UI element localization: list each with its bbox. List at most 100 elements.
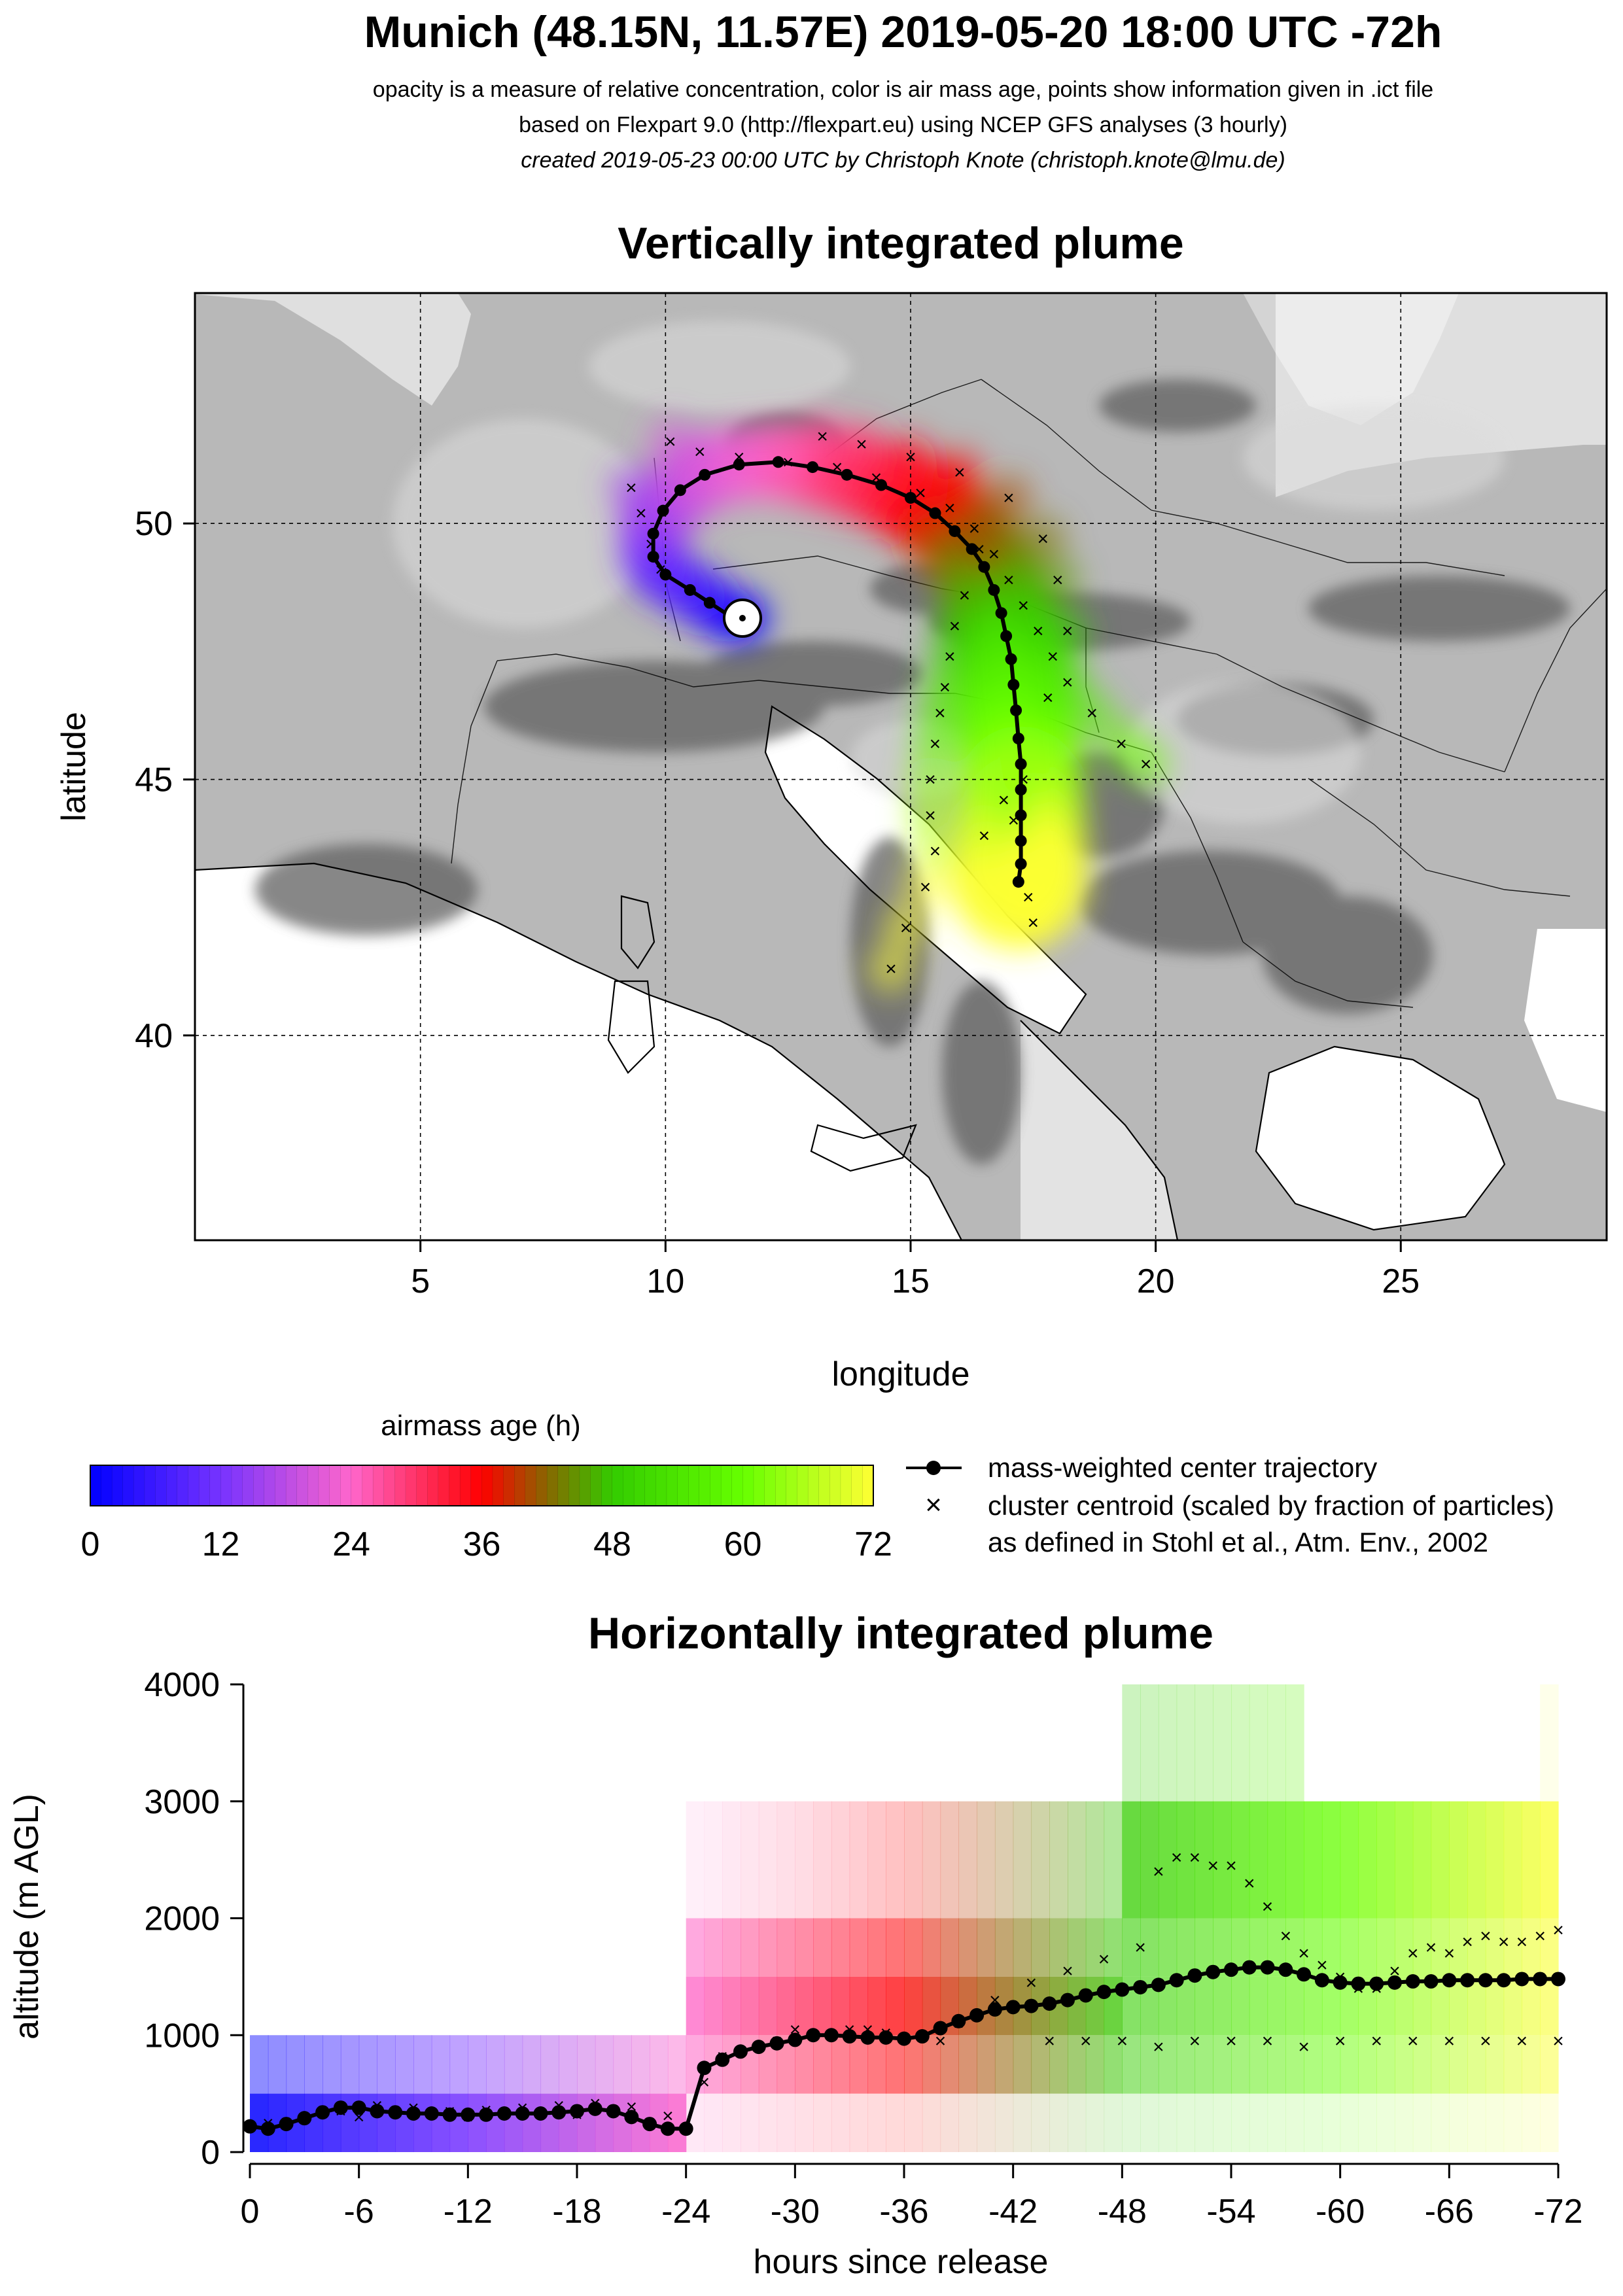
profile-center-point [933, 2021, 948, 2036]
colorbar-cell [340, 1465, 352, 1506]
profile-cell [650, 2035, 669, 2094]
legend: mass-weighted center trajectory × cluste… [906, 1452, 1554, 1557]
profile-cluster-marker: × [1153, 1861, 1164, 1883]
profile-cell [704, 1976, 723, 2036]
profile-cell [1231, 1684, 1250, 1801]
profile-center-point [1151, 1977, 1166, 1992]
profile-cell [449, 2035, 468, 2094]
plume-blob [1043, 607, 1091, 655]
profile-cell [1503, 1801, 1523, 1919]
x-tick-label: 15 [892, 1262, 930, 1300]
colorbar-cell [536, 1465, 548, 1506]
profile-cell [831, 2035, 850, 2094]
center-trajectory-point [699, 468, 711, 481]
colorbar-cell [764, 1465, 776, 1506]
map-plot-area [195, 293, 1607, 1240]
profile-y-tick-label: 4000 [144, 1666, 220, 1704]
colorbar-cell [362, 1465, 374, 1506]
profile-center-point [806, 2028, 821, 2043]
cluster-centroid-marker: × [856, 434, 867, 455]
center-trajectory-point [772, 456, 784, 468]
colorbar-cell [329, 1465, 341, 1506]
profile-cell [1031, 1918, 1050, 1977]
profile-cell [1522, 1801, 1541, 1919]
profile-cluster-marker: × [1117, 2030, 1128, 2052]
profile-cell [304, 2035, 323, 2094]
colorbar-cell [253, 1465, 265, 1506]
colorbar-cell [275, 1465, 287, 1506]
profile-cell [1085, 2035, 1105, 2094]
profile-cell [813, 1918, 832, 1977]
profile-cell [886, 2093, 905, 2152]
plume-blob [906, 791, 954, 839]
profile-cell [559, 2093, 578, 2152]
profile-cell [1122, 1801, 1141, 1919]
profile-cell [1412, 2035, 1432, 2094]
colorbar-cell [406, 1465, 417, 1506]
profile-cell [413, 2093, 432, 2152]
center-trajectory-point [1015, 809, 1027, 822]
profile-center-point [897, 2031, 911, 2046]
profile-cell [958, 1801, 977, 1919]
profile-cell [1158, 2035, 1178, 2094]
colorbar-cell [525, 1465, 537, 1506]
legend-cross-icon: × [925, 1489, 942, 1521]
profile-cell [1068, 1801, 1087, 1919]
profile-cell [1176, 1801, 1196, 1919]
cluster-centroid-marker: × [816, 426, 828, 447]
profile-cluster-marker: × [1498, 1931, 1510, 1953]
profile-cell [1267, 1801, 1286, 1919]
profile-cluster-marker: × [1280, 1925, 1292, 1947]
cluster-centroid-marker: × [1042, 687, 1054, 708]
profile-cell [1195, 1684, 1213, 1801]
center-trajectory-point [1015, 858, 1027, 870]
profile-cluster-marker: × [1516, 1931, 1528, 1953]
profile-cell [268, 2035, 287, 2094]
profile-x-tick-label: -42 [988, 2193, 1038, 2231]
profile-cell [686, 1976, 705, 2036]
subtitle-line-2: based on Flexpart 9.0 (http://flexpart.e… [519, 113, 1287, 137]
profile-cell [1031, 2093, 1050, 2152]
profile-x-tick-label: -72 [1533, 2193, 1582, 2231]
colorbar-cell [655, 1465, 667, 1506]
profile-cell [1321, 1918, 1341, 1977]
profile-cell [1013, 1801, 1032, 1919]
profile-cell [1176, 2035, 1196, 2094]
plume-blob [985, 474, 1032, 522]
cluster-centroid-marker: × [1062, 672, 1073, 693]
profile-cell [1140, 2035, 1159, 2094]
colorbar-cell [601, 1465, 613, 1506]
profile-center-point [1442, 1973, 1457, 1988]
profile-cluster-marker: × [1244, 1873, 1255, 1894]
cluster-centroid-marker: × [1038, 529, 1049, 550]
center-trajectory-point [1012, 876, 1024, 888]
profile-cell [1376, 1918, 1395, 1977]
profile-cell [413, 2035, 432, 2094]
colorbar-cell [623, 1465, 635, 1506]
profile-center-point [333, 2100, 348, 2115]
colorbar-cell [808, 1465, 820, 1506]
colorbar-cell [590, 1465, 602, 1506]
profile-cell [922, 2035, 941, 2094]
cluster-centroid-marker: × [1003, 487, 1015, 509]
profile-cluster-marker: × [1080, 2030, 1092, 2052]
profile-cell [1068, 2035, 1087, 2094]
profile-cluster-marker: × [1043, 2030, 1055, 2052]
profile-cluster-marker: × [1552, 1919, 1564, 1941]
colorbar-cell [166, 1465, 178, 1506]
colorbar-tick-label: 24 [332, 1525, 370, 1563]
plume-blob [1009, 899, 1057, 947]
profile-cell [940, 2093, 959, 2152]
profile-center-point [315, 2105, 330, 2120]
profile-cell [741, 2093, 759, 2152]
profile-center-point [1096, 1985, 1111, 2000]
profile-cell [1068, 1918, 1087, 1977]
colorbar-cell [514, 1465, 526, 1506]
profile-center-point [1005, 2000, 1021, 2015]
profile-cell [1467, 1801, 1486, 1919]
profile-center-point [1133, 1979, 1148, 1994]
plume-blob [1024, 674, 1072, 722]
profile-center-point [497, 2106, 512, 2121]
profile-cell [1104, 1801, 1123, 1919]
cluster-centroid-marker: × [939, 677, 951, 699]
